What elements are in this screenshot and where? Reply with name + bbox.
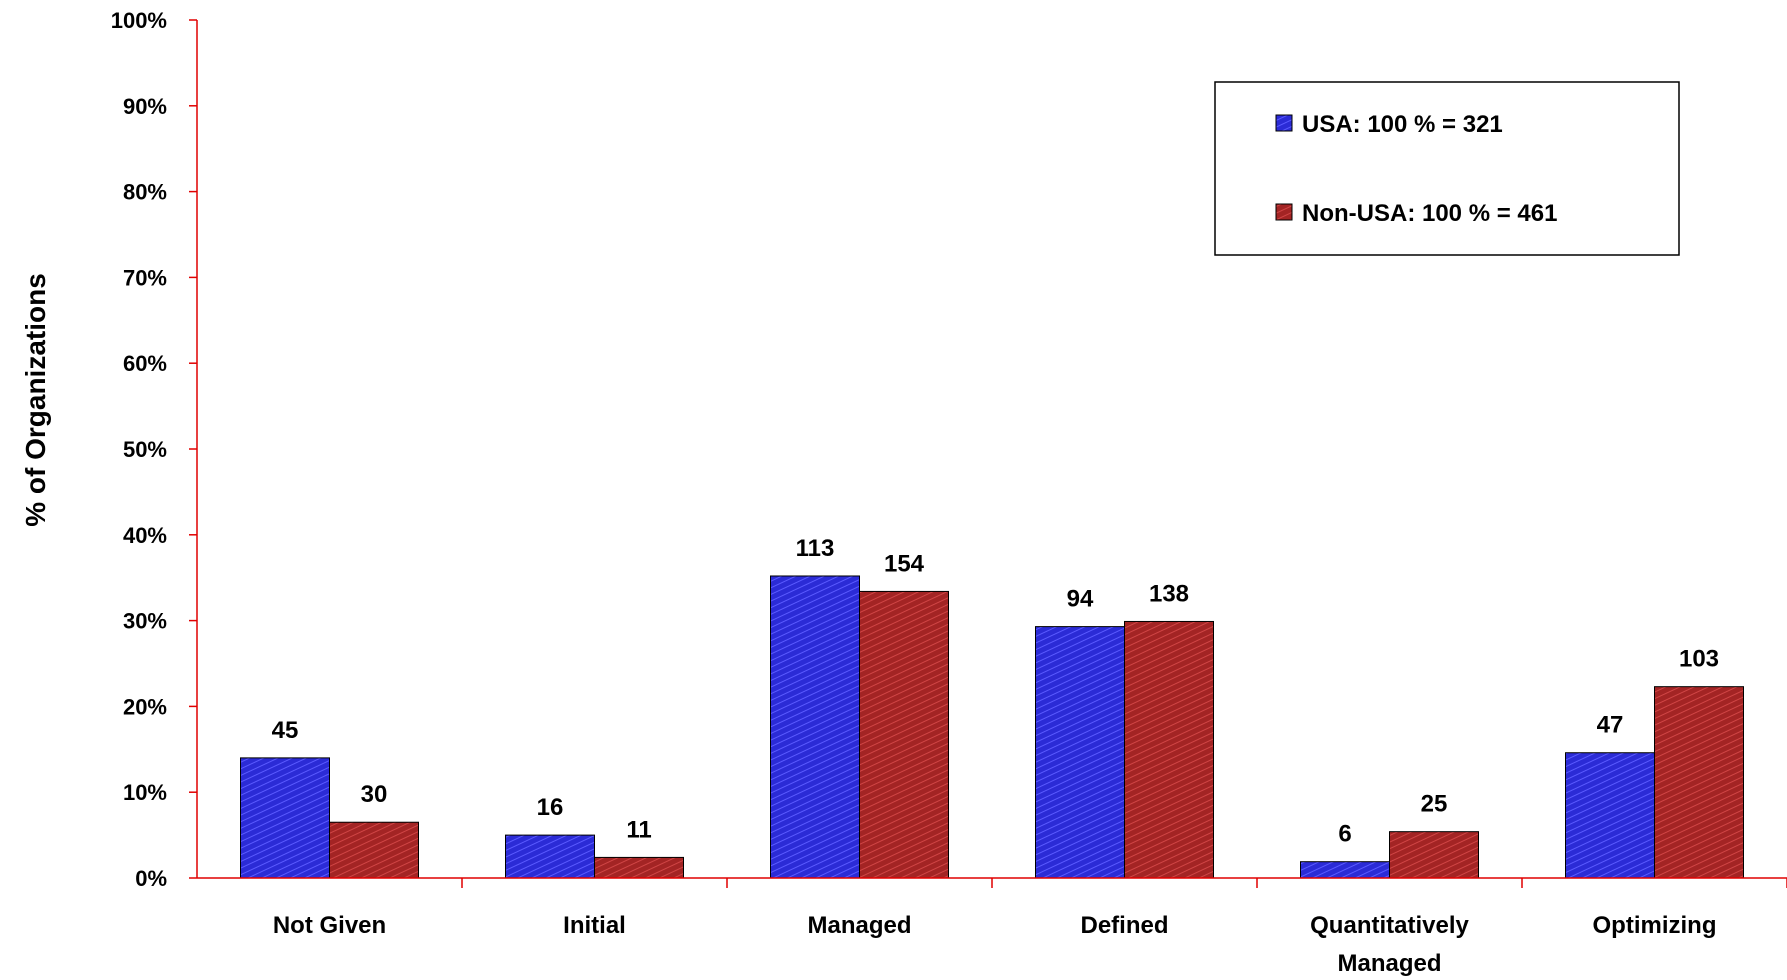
data-label-nonusa: 30 [361, 781, 388, 808]
data-label-usa: 45 [272, 717, 299, 744]
bar-usa [240, 757, 330, 879]
category-labels: Not Given Initial Managed Defined Quantitati… [273, 912, 1717, 977]
legend-box [1214, 81, 1680, 256]
bar-usa [505, 834, 595, 879]
data-label-nonusa: 25 [1421, 791, 1448, 818]
data-labels: 45 30 16 11 113 154 94 138 6 25 47 103 [272, 535, 1719, 848]
data-label-nonusa: 154 [884, 550, 925, 577]
data-label-nonusa: 103 [1679, 646, 1719, 673]
data-label-usa: 6 [1338, 821, 1351, 848]
data-label-usa: 113 [796, 535, 835, 562]
x-axis [197, 877, 1787, 888]
y-tick-label: 10% [123, 780, 167, 805]
data-label-usa: 47 [1597, 712, 1624, 739]
y-tick-label: 100% [111, 8, 167, 33]
bar-usa [1300, 861, 1390, 879]
category-label: Optimizing [1593, 912, 1717, 939]
bar-nonusa [1389, 831, 1479, 879]
bar-nonusa [1654, 686, 1744, 879]
category-label: Managed [807, 912, 911, 939]
y-axis-ticks: 0% 10% 20% 30% 40% 50% 60% 70% 80% 90% 100% [111, 8, 198, 891]
bar-nonusa [859, 590, 949, 879]
y-tick-label: 70% [123, 265, 167, 290]
data-label-nonusa: 11 [626, 816, 651, 843]
y-tick-label: 30% [123, 609, 167, 634]
legend-label-usa: USA: 100 % = 321 [1302, 111, 1503, 138]
data-label-nonusa: 138 [1149, 580, 1189, 607]
bar-usa [1035, 626, 1125, 879]
y-axis-title: % of Organizations [20, 273, 51, 527]
category-label: Quantitatively Managed [1310, 912, 1469, 977]
y-tick-label: 90% [123, 94, 167, 119]
y-tick-label: 80% [123, 180, 167, 205]
category-label: Not Given [273, 912, 386, 939]
y-tick-label: 20% [123, 694, 167, 719]
legend-swatch-usa [1275, 114, 1293, 132]
data-label-usa: 94 [1067, 586, 1094, 613]
legend-swatch-nonusa [1275, 203, 1293, 221]
legend-label-nonusa: Non-USA: 100 % = 461 [1302, 200, 1557, 227]
bar-usa [770, 575, 860, 879]
y-tick-label: 40% [123, 523, 167, 548]
bar-nonusa [594, 856, 684, 879]
y-tick-label: 60% [123, 351, 167, 376]
bar-nonusa [329, 821, 419, 879]
bar-usa [1565, 752, 1655, 879]
data-label-usa: 16 [537, 794, 564, 821]
category-label: Initial [563, 912, 626, 939]
y-tick-label: 0% [135, 866, 167, 891]
y-tick-label: 50% [123, 437, 167, 462]
category-label: Defined [1080, 912, 1168, 939]
legend: USA: 100 % = 321 Non-USA: 100 % = 461 [1214, 81, 1680, 256]
bars [240, 575, 1744, 879]
bar-nonusa [1124, 620, 1214, 879]
